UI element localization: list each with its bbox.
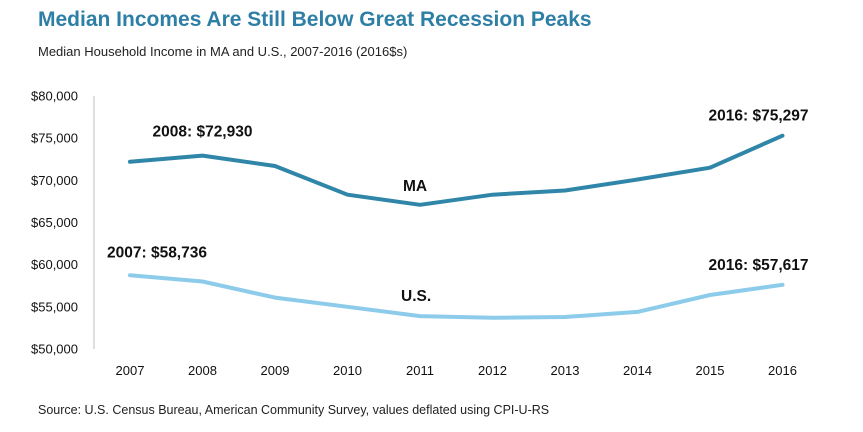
x-tick-label: 2015 — [696, 363, 725, 378]
y-tick-label: $60,000 — [31, 257, 78, 272]
x-tick-label: 2016 — [768, 363, 797, 378]
series-label-us: U.S. — [401, 288, 431, 305]
chart-title: Median Incomes Are Still Below Great Rec… — [38, 8, 592, 31]
series-line-us — [128, 273, 785, 320]
x-tick-label: 2009 — [261, 363, 290, 378]
source-note: Source: U.S. Census Bureau, American Com… — [38, 403, 550, 417]
data-annotations: 2008: $72,930 2016: $75,297 2007: $58,736 2… — [107, 108, 808, 274]
x-axis: 2007 2008 2009 2010 2011 2012 2013 2014 2015 2016 — [116, 363, 797, 378]
series-line-ma — [128, 133, 785, 207]
series-label-ma: MA — [403, 178, 427, 195]
x-tick-label: 2011 — [406, 363, 434, 378]
x-tick-label: 2013 — [551, 363, 580, 378]
y-tick-label: $80,000 — [31, 89, 78, 104]
data-annotation: 2016: $57,617 — [709, 257, 809, 274]
x-tick-label: 2010 — [333, 363, 362, 378]
y-tick-label: $55,000 — [31, 299, 78, 314]
x-tick-label: 2008 — [188, 363, 217, 378]
chart-subtitle: Median Household Income in MA and U.S., … — [38, 44, 408, 59]
y-tick-label: $75,000 — [31, 131, 78, 146]
y-tick-label: $50,000 — [31, 342, 78, 357]
x-tick-label: 2012 — [478, 363, 507, 378]
y-axis: $50,000 $55,000 $60,000 $65,000 $70,000 $75,0… — [31, 89, 78, 357]
y-tick-label: $65,000 — [31, 215, 78, 230]
x-tick-label: 2007 — [116, 363, 145, 378]
x-tick-label: 2014 — [623, 363, 652, 378]
data-annotation: 2008: $72,930 — [153, 124, 253, 141]
y-tick-label: $70,000 — [31, 173, 78, 188]
data-annotation: 2007: $58,736 — [107, 244, 207, 261]
data-annotation: 2016: $75,297 — [709, 108, 809, 125]
series-lines — [128, 133, 785, 320]
